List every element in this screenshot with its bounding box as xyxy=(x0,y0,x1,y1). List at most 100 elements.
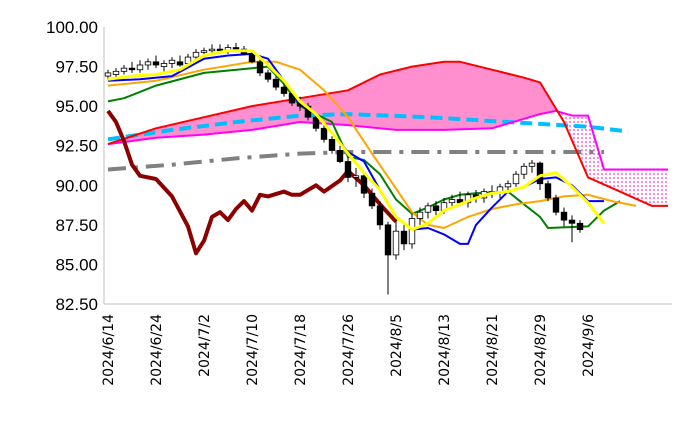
candle-body xyxy=(400,230,408,245)
candle xyxy=(320,123,328,143)
candle-body xyxy=(544,183,552,199)
y-tick-label: 82.50 xyxy=(55,295,98,314)
series-line-chikou xyxy=(106,109,398,256)
candle-body xyxy=(328,138,336,151)
candle xyxy=(512,171,520,187)
candle xyxy=(384,221,392,295)
candle xyxy=(392,220,400,260)
candle-body xyxy=(352,175,360,178)
x-tick-label: 2024/8/5 xyxy=(389,314,405,377)
y-tick-label: 90.00 xyxy=(55,176,98,195)
candle xyxy=(152,55,160,69)
y-tick-labels: 100.00 97.50 95.00 92.50 90.00 87.50 85.00 82.5… xyxy=(46,18,98,314)
candle-body xyxy=(392,230,400,256)
y-tick-label: 85.00 xyxy=(55,255,98,274)
candle xyxy=(352,167,360,187)
candle-body xyxy=(152,61,160,66)
candle xyxy=(168,57,176,69)
x-tick-label: 2024/8/13 xyxy=(437,314,453,386)
candle xyxy=(576,220,584,233)
x-tick-label: 2024/8/21 xyxy=(485,314,501,386)
x-tick-labels: 2024/6/14 2024/6/24 2024/7/2 2024/7/10 2024/… xyxy=(101,314,597,386)
candle-body xyxy=(528,162,536,167)
candle-body xyxy=(200,50,208,53)
candle-body xyxy=(384,224,392,256)
candle xyxy=(528,159,536,173)
cloud-fills xyxy=(108,61,668,206)
candle xyxy=(368,188,376,210)
candle-body xyxy=(104,72,112,77)
candle-body xyxy=(536,162,544,185)
candle xyxy=(328,136,336,154)
candle xyxy=(280,82,288,97)
candle-body xyxy=(512,173,520,185)
candle-body xyxy=(264,72,272,80)
candle-body xyxy=(432,205,440,212)
candle-body xyxy=(408,218,416,245)
series-line-senkou_b xyxy=(107,65,621,229)
candle xyxy=(408,213,416,249)
candle xyxy=(136,60,144,73)
candle-body xyxy=(168,59,176,64)
x-tick-label: 2024/7/2 xyxy=(197,314,213,377)
candle-body xyxy=(568,219,576,224)
series-line-cloud_span_a xyxy=(107,109,668,171)
candle xyxy=(568,215,576,243)
candle-body xyxy=(520,165,528,175)
candle-body xyxy=(416,211,424,219)
candle-body xyxy=(424,205,432,213)
candle xyxy=(144,58,152,70)
x-tick-label: 2024/7/10 xyxy=(245,314,261,386)
candle xyxy=(192,49,200,61)
series-line-average_dashed xyxy=(107,112,629,142)
candle xyxy=(160,60,168,72)
y-tick-label: 100.00 xyxy=(46,18,98,37)
candle-body xyxy=(280,86,288,94)
candle xyxy=(560,207,568,227)
candle-body xyxy=(344,161,352,178)
x-tick-label: 2024/6/14 xyxy=(101,314,117,386)
x-tick-label: 2024/7/18 xyxy=(293,314,309,386)
x-tick-label: 2024/9/6 xyxy=(581,314,597,377)
candle xyxy=(376,201,384,230)
y-tick-label: 95.00 xyxy=(55,97,98,116)
candle xyxy=(552,194,560,216)
candle-body xyxy=(192,51,200,58)
candle-body xyxy=(576,222,584,231)
candle xyxy=(416,207,424,227)
x-tick-label: 2024/8/29 xyxy=(533,314,549,386)
candle-body xyxy=(504,183,512,188)
series-line-average_dashdot xyxy=(107,150,604,172)
candle xyxy=(112,68,120,78)
series-line-cloud_span_b xyxy=(107,60,668,207)
y-tick-label: 87.50 xyxy=(55,216,98,235)
candle xyxy=(336,145,344,164)
candle-body xyxy=(216,48,224,52)
candle-body xyxy=(336,150,344,162)
candle-body xyxy=(376,205,384,226)
candle-body xyxy=(448,199,456,204)
candle xyxy=(344,156,352,183)
candle xyxy=(544,180,552,202)
candle xyxy=(432,201,440,216)
candle xyxy=(272,76,280,91)
candle-body xyxy=(248,53,256,63)
candle-body xyxy=(560,211,568,221)
candle xyxy=(248,50,256,64)
candle xyxy=(424,202,432,219)
x-tick-label: 2024/7/26 xyxy=(341,314,357,386)
candle xyxy=(400,221,408,251)
x-tick-label: 2024/6/24 xyxy=(149,314,165,386)
candle-body xyxy=(368,192,376,207)
candle-body xyxy=(112,70,120,75)
candle-body xyxy=(128,67,136,71)
candle-body xyxy=(232,47,240,50)
candle xyxy=(256,58,264,77)
candle-body xyxy=(160,63,168,67)
candle-body xyxy=(136,64,144,71)
candle-body xyxy=(312,116,320,129)
candle-body xyxy=(120,67,128,72)
candle xyxy=(520,163,528,179)
candle xyxy=(120,64,128,75)
